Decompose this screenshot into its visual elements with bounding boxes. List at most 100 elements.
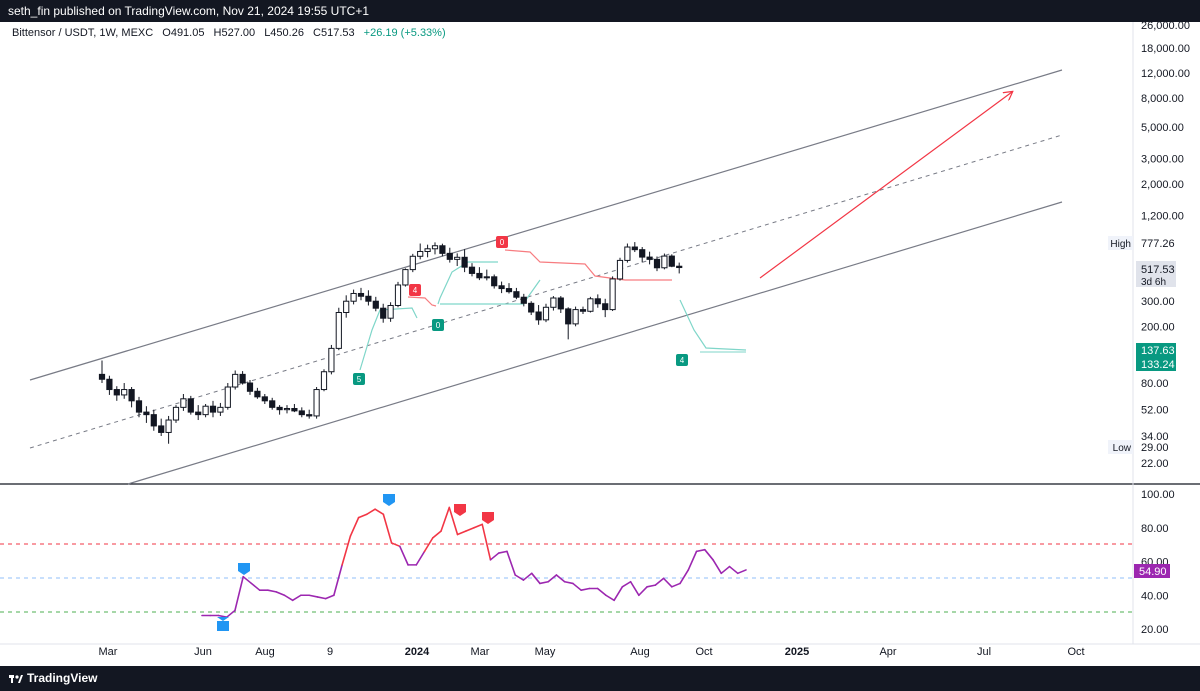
projection-arrow[interactable]: [759, 92, 1012, 279]
candle-body: [668, 255, 675, 267]
oscillator-segment: [382, 513, 393, 544]
candle-body: [579, 309, 587, 312]
oscillator-segment: [703, 548, 714, 561]
time-tick-label: Jul: [977, 646, 991, 658]
price-tick-label: 26,000.00: [1141, 22, 1190, 32]
channel-upper-line[interactable]: [29, 69, 1063, 381]
oscillator-segment: [580, 587, 591, 591]
candle-body: [232, 373, 239, 388]
candle-body: [550, 297, 557, 308]
signal-marker-teal-1[interactable]: 5: [353, 373, 365, 385]
change-value: +26.19 (+5.33%): [363, 27, 446, 39]
oscillator-marker-4[interactable]: [454, 504, 466, 516]
signal-marker-red-1[interactable]: 4: [409, 284, 421, 296]
trend-line-red-2: [504, 249, 672, 281]
high-label: High: [1110, 239, 1131, 250]
candle-body: [624, 246, 631, 261]
candle-body: [409, 255, 416, 271]
symbol-name[interactable]: Bittensor / USDT, 1W, MEXC: [12, 27, 154, 39]
symbol-legend: Bittensor / USDT, 1W, MEXC O491.05 H527.…: [12, 27, 452, 39]
oscillator-segment: [621, 580, 632, 588]
oscillator-current-box: [1134, 564, 1170, 578]
oscillator-line-group: [201, 506, 747, 618]
candle-body: [150, 414, 157, 427]
oscillator-segment: [242, 575, 253, 585]
oscillator-current-label: 54.90: [1139, 566, 1167, 578]
candle-body: [172, 406, 180, 421]
candle-body: [165, 419, 172, 433]
candle-body: [572, 309, 579, 325]
oscillator-segment: [250, 582, 261, 591]
oscillator-segment: [712, 559, 723, 575]
high-label-box: [1108, 236, 1133, 250]
trend-line-teal-2: [437, 261, 498, 305]
candle-body: [224, 386, 231, 408]
candle-body: [565, 308, 572, 325]
price-ticks-group: 26,000.00 18,000.00 12,000.00 8,000.00 5,000…: [1141, 22, 1190, 470]
candle-body: [143, 411, 150, 416]
oscillator-segment: [638, 586, 648, 597]
candle-body: [283, 408, 291, 411]
oscillator-segment: [225, 609, 236, 618]
oscillator-segment: [390, 542, 401, 548]
candle-body: [306, 414, 313, 417]
signal-marker-red-2[interactable]: 0: [496, 236, 508, 248]
tradingview-logo-icon[interactable]: [8, 666, 24, 691]
oscillator-marker-5[interactable]: [482, 512, 494, 524]
oscillator-segment: [736, 569, 747, 575]
oscillator-segment: [489, 552, 500, 561]
candle-body: [661, 255, 668, 269]
candle-body: [343, 300, 350, 314]
candle-body: [439, 245, 446, 254]
brand-bar: TradingView: [0, 666, 1200, 691]
tradingview-brand-text[interactable]: TradingView: [27, 671, 98, 685]
candle-body: [616, 259, 624, 280]
oscillator-segment: [613, 586, 624, 602]
low-label-box: [1108, 440, 1133, 454]
oscillator-segment: [654, 577, 665, 586]
oscillator-marker-2[interactable]: [238, 563, 250, 575]
time-tick-label: 2024: [405, 646, 430, 658]
oscillator-segment: [291, 594, 302, 602]
last-price-box: [1136, 261, 1176, 287]
oscillator-tick-label: 40.00: [1141, 590, 1169, 602]
candle-body: [98, 373, 106, 380]
candle-body: [394, 284, 402, 306]
candle-body: [609, 278, 616, 311]
price-tick-label: 300.00: [1141, 296, 1175, 308]
open-value: O491.05: [162, 27, 205, 39]
price-tick-label: 3,000.00: [1141, 154, 1184, 166]
price-tick-label: 200.00: [1141, 321, 1175, 333]
oscillator-segment: [341, 535, 352, 566]
price-chart-svg[interactable]: 26,000.00 18,000.00 12,000.00 8,000.00 5,000…: [0, 22, 1200, 666]
candle-body: [653, 258, 661, 269]
candle-body: [180, 398, 187, 408]
price-tick-label: 52.00: [1141, 405, 1169, 417]
oscillator-marker-1[interactable]: [217, 617, 229, 631]
oscillator-segment: [473, 523, 484, 529]
candle-body: [528, 302, 535, 313]
time-tick-label: 9: [327, 646, 333, 658]
signal-marker-teal-3[interactable]: 4: [676, 354, 688, 366]
oscillator-segment: [497, 550, 508, 554]
candle-body: [461, 256, 468, 268]
oscillator-segment: [316, 596, 327, 600]
candle-body: [365, 295, 372, 302]
candle-body: [209, 405, 217, 413]
oscillator-segment: [662, 577, 673, 588]
oscillator-marker-3[interactable]: [383, 494, 395, 506]
candle-body: [498, 285, 505, 290]
price-tick-label: 80.00: [1141, 378, 1169, 390]
channel-mid-line[interactable]: [29, 134, 1063, 449]
candle-body: [387, 304, 394, 319]
candle-body: [476, 272, 483, 279]
signal-marker-teal-2[interactable]: 0: [432, 319, 444, 331]
candle-body: [676, 265, 683, 269]
signal-marker-red-1-label: 4: [413, 286, 418, 295]
time-tick-label: May: [535, 646, 556, 658]
signal-marker-teal-1-label: 5: [357, 375, 362, 384]
oscillator-segment: [267, 589, 277, 593]
channel-lower-line[interactable]: [127, 201, 1063, 485]
candle-body: [468, 266, 476, 274]
